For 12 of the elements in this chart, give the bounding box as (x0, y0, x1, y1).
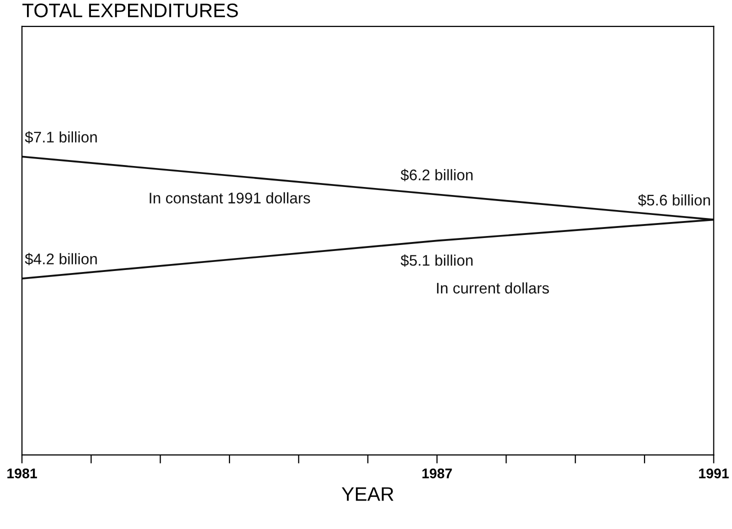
x-tick-label: 1981 (7, 468, 38, 478)
data-label: $7.1 billion (24, 131, 97, 144)
x-tick-label: 1991 (699, 468, 729, 478)
x-tick-label: 1987 (422, 468, 452, 478)
chart-title: TOTAL EXPENDITURES (22, 4, 238, 18)
x-axis-title: YEAR (342, 487, 394, 501)
text: In current dollars (437, 282, 549, 294)
data-label: $5.6 billion (638, 194, 710, 206)
data-label: $6.2 billion (400, 168, 473, 182)
data-label: $4.2 billion (24, 252, 97, 266)
series-label: In constant 1991 dollars (150, 192, 310, 204)
data-label: $5.1 billion (400, 254, 473, 267)
